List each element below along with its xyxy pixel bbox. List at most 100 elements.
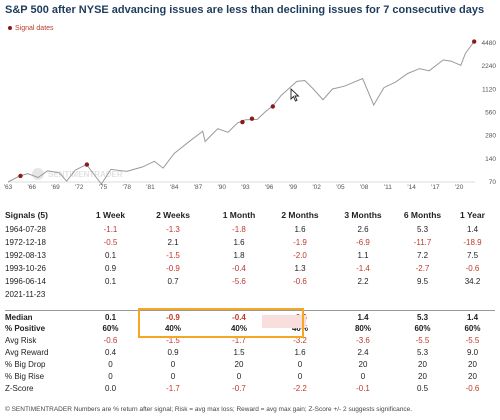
table-cell: 0.4: [104, 348, 117, 357]
table-cell: 0.5: [416, 384, 429, 393]
table-cell: 40%: [291, 324, 308, 333]
table-cell: 1.4: [466, 313, 479, 322]
table-header: Signals (5) 1 Week 2 Weeks 1 Month 2 Months 3…: [5, 209, 495, 222]
table-cell: 1.3: [294, 264, 306, 273]
table-cell: -1.5: [166, 336, 180, 345]
table-cell: -3.2: [293, 336, 307, 345]
table-cell: 0.0: [104, 384, 117, 393]
chart-title: S&P 500 after NYSE advancing issues are …: [5, 4, 485, 16]
table-cell: 5.3: [416, 225, 429, 234]
table-cell: 34.2: [464, 277, 481, 286]
row-label: Avg Reward: [5, 348, 49, 357]
table-cell: 2.6: [357, 225, 369, 234]
table-row: 1993-10-26 0.9 -0.9 -0.4 1.3 -1.4 -2.7 -0.6: [5, 262, 495, 275]
table-cell: -0.7: [232, 384, 246, 393]
table-cell: 1.8: [233, 251, 245, 260]
table-cell: 9.0: [466, 348, 479, 357]
table-row: 1964-07-28 -1.1 -1.3 -1.8 1.6 2.6 5.3 1.4: [5, 223, 495, 236]
table-cell: -0.6: [293, 277, 307, 286]
row-label: 1972-12-18: [5, 238, 46, 247]
table-cell: 1.1: [357, 251, 369, 260]
table-cell: -6.9: [356, 238, 370, 247]
signal-point: [84, 162, 90, 167]
x-tick-label: '63: [4, 184, 13, 190]
signal-point: [240, 119, 245, 125]
x-tick-label: '14: [407, 184, 416, 190]
x-tick-label: '11: [384, 184, 392, 190]
signal-points: [18, 39, 477, 179]
table-cell: -2.0: [293, 251, 307, 260]
table-cell: 0.1: [104, 313, 117, 322]
legend-label: Signal dates: [15, 25, 54, 32]
table-cell: 20: [234, 360, 244, 369]
row-label: Avg Risk: [5, 336, 37, 345]
table-cell: -0.6: [465, 384, 480, 393]
table-cell: 0.9: [167, 348, 179, 357]
x-tick-label: '96: [265, 184, 274, 190]
table-cell: 2.2: [357, 277, 369, 286]
row-label: % Big Rise: [5, 372, 45, 381]
table-cell: 2 Months: [281, 210, 319, 220]
signal-point: [18, 173, 23, 179]
x-tick-label: '81: [146, 184, 155, 190]
x-tick-label: '02: [312, 184, 321, 190]
table-cell: 1.5: [233, 348, 245, 357]
table-cell: 1.4: [357, 313, 369, 322]
table-cell: -1.9: [293, 238, 307, 247]
y-tick-label: 1120: [482, 86, 496, 93]
table-cell: 1 Week: [95, 210, 126, 220]
row-label: % Positive: [5, 324, 46, 333]
table-cell: -0.9: [166, 313, 180, 322]
table-cell: 0: [297, 360, 303, 369]
table-cell: 2.4: [357, 348, 369, 357]
summary-row: Avg Risk -0.6 -1.5 -1.7 -3.2 -3.6 -5.5 -5.5: [5, 334, 495, 347]
table-cell: 0.9: [104, 264, 117, 273]
table-row: 1972-12-18 -0.5 2.1 1.6 -1.9 -6.9 -11.7 -18.9: [5, 236, 495, 249]
table-cell: -1.4: [356, 264, 370, 273]
mouse-cursor-icon: [290, 88, 300, 102]
summary-row: % Big Rise 0 0 0 0 0 20 20: [5, 370, 495, 383]
y-tick-label: 4480: [482, 40, 497, 47]
table-cell: 20: [468, 372, 477, 381]
table-row: 2021-11-23: [5, 288, 495, 301]
table-cell: 3 Months: [344, 210, 382, 220]
x-tick-label: '84: [170, 184, 179, 190]
table-row: 1992-08-13 0.1 -1.5 1.8 -2.0 1.1 7.2 7.5: [5, 249, 495, 262]
summary-row: % Big Drop 0 0 20 0 20 20 20: [5, 358, 495, 371]
y-tick-label: 280: [485, 133, 496, 140]
row-label: % Big Drop: [5, 360, 46, 369]
table-cell: 60%: [102, 324, 119, 333]
table-cell: -2.2: [293, 384, 307, 393]
highlight-cell: [262, 315, 306, 328]
table-cell: 7.5: [466, 251, 479, 260]
summary-row: Avg Reward 0.4 0.9 1.5 1.6 2.4 5.3 9.0: [5, 346, 495, 359]
x-tick-label: '87: [194, 184, 203, 190]
table-cell: 7.2: [416, 251, 429, 260]
row-label: 1964-07-28: [5, 225, 46, 234]
table-cell: 6 Months: [403, 210, 442, 220]
table-cell: -3.6: [356, 336, 370, 345]
table-cell: 20: [418, 372, 427, 381]
x-tick-label: '17: [431, 184, 440, 190]
price-chart: SENTIMENTRADER '63'66'69'72'75'78'81'84 '…: [4, 39, 497, 190]
signal-point: [471, 39, 477, 44]
table-cell: -18.9: [463, 238, 482, 247]
table-cell: -1.1: [103, 225, 118, 234]
x-tick-label: '20: [455, 184, 464, 190]
table-cell: 1 Year: [460, 210, 485, 220]
x-tick-label: '69: [51, 184, 60, 190]
watermark-logo: SENTIMENTRADER: [32, 168, 123, 180]
y-tick-label: 140: [485, 156, 496, 163]
table-cell: -2.7: [415, 264, 430, 273]
table-cell: 20: [358, 360, 368, 369]
price-series-line: [7, 41, 475, 185]
table-cell: 0: [170, 360, 176, 369]
x-tick-label: '99: [289, 184, 298, 190]
table-cell: -1.7: [166, 384, 180, 393]
table-cell: -5.6: [232, 277, 246, 286]
table-cell: 0.7: [167, 277, 179, 286]
table-cell: 0.1: [104, 277, 117, 286]
table-cell: 1 Month: [222, 210, 256, 220]
table-cell: 1.6: [294, 225, 306, 234]
legend: Signal dates: [8, 25, 54, 32]
